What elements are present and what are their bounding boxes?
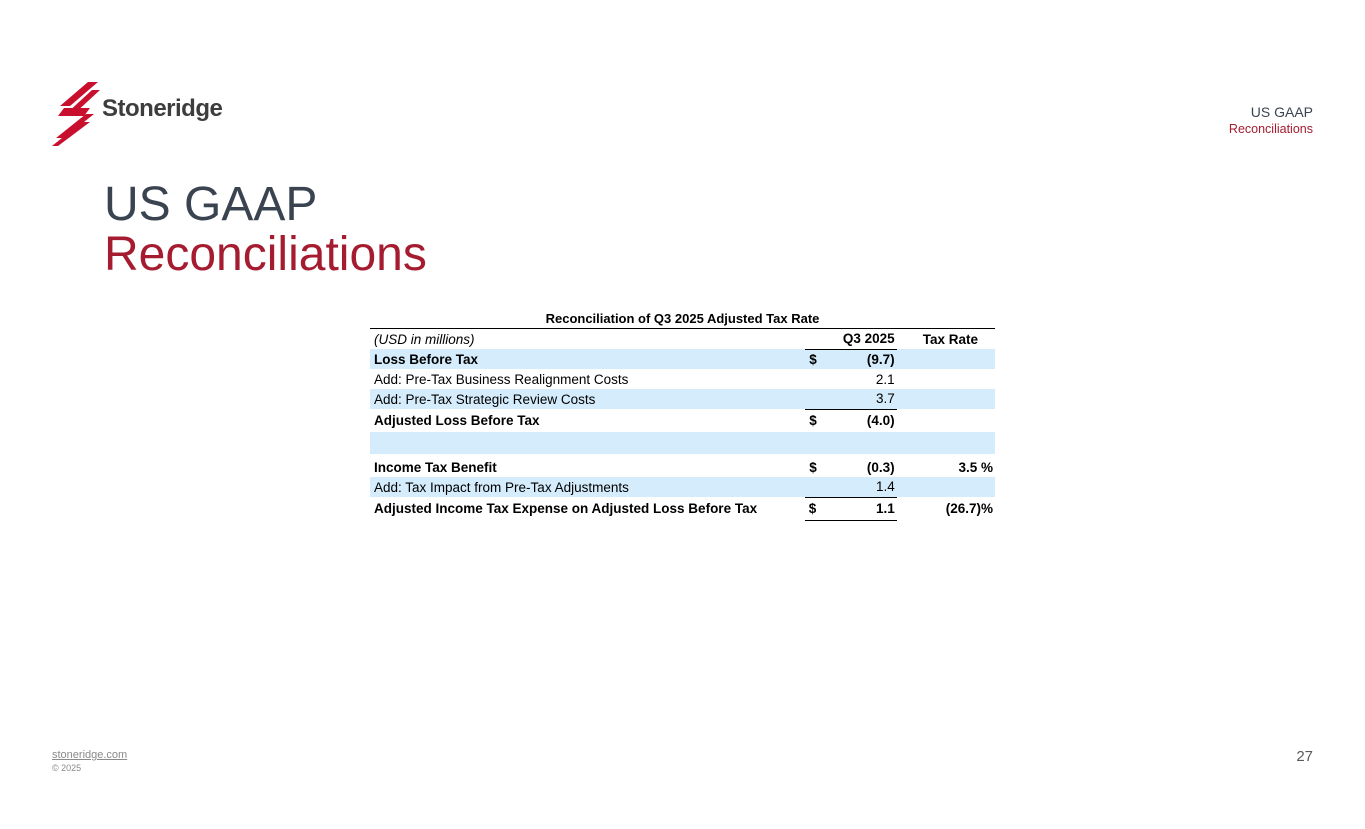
row-rate: 3.5 % [958,459,993,475]
table-row: Adjusted Loss Before Tax $ (4.0) [370,409,995,432]
stoneridge-logo: Stoneridge [50,80,223,150]
table-row-spacer [370,432,995,454]
table-row: Add: Pre-Tax Strategic Review Costs 3.7 [370,389,995,410]
row-rate: (26.7)% [945,501,993,516]
row-value: (0.3) [866,459,895,475]
section-label-subtitle: Reconciliations [1228,122,1313,136]
row-value: 2.1 [875,371,895,387]
table-row: Add: Tax Impact from Pre-Tax Adjustments… [370,477,995,498]
row-value: (4.0) [866,413,895,428]
page-title-line2: Reconciliations [104,228,427,281]
stoneridge-logo-icon [52,82,100,146]
table-row: Loss Before Tax $ (9.7) [370,349,995,369]
row-label: Adjusted Loss Before Tax [374,413,540,428]
table-row: Income Tax Benefit $ (0.3) 3.5 % [370,457,995,477]
row-value: 1.1 [875,500,895,516]
row-label: Add: Tax Impact from Pre-Tax Adjustments [374,479,629,495]
row-label: Loss Before Tax [374,351,479,367]
section-label: US GAAP Reconciliations [1229,104,1313,137]
row-label: Adjusted Income Tax Expense on Adjusted … [374,501,758,516]
row-currency: $ [808,500,817,516]
table-header-row: (USD in millions) Q3 2025 Tax Rate [370,328,995,350]
table-caption: Reconciliation of Q3 2025 Adjusted Tax R… [545,311,820,326]
table-row: Adjusted Income Tax Expense on Adjusted … [370,497,995,521]
header-label: (USD in millions) [374,331,475,347]
page-title-line1: US GAAP [104,178,318,231]
row-value: (9.7) [866,351,895,367]
header-col-rate: Tax Rate [922,331,978,347]
section-label-title: US GAAP [1250,104,1313,120]
header-col-q3: Q3 2025 [842,331,895,346]
website-link[interactable]: stoneridge.com [52,749,128,761]
row-value: 3.7 [875,391,895,406]
copyright-text: © 2025 [52,763,82,773]
row-label: Add: Pre-Tax Strategic Review Costs [374,391,596,407]
page-number: 27 [1296,748,1313,765]
reconciliation-table: Reconciliation of Q3 2025 Adjusted Tax R… [370,309,995,521]
logo-wordmark: Stoneridge [102,95,223,122]
row-value: 1.4 [875,479,895,494]
row-currency: $ [809,351,817,367]
page-title: US GAAP Reconciliations [104,180,427,280]
row-currency: $ [809,459,817,475]
row-currency: $ [809,413,817,428]
row-label: Add: Pre-Tax Business Realignment Costs [374,371,629,387]
row-label: Income Tax Benefit [374,459,497,475]
table-row: Add: Pre-Tax Business Realignment Costs … [370,369,995,389]
